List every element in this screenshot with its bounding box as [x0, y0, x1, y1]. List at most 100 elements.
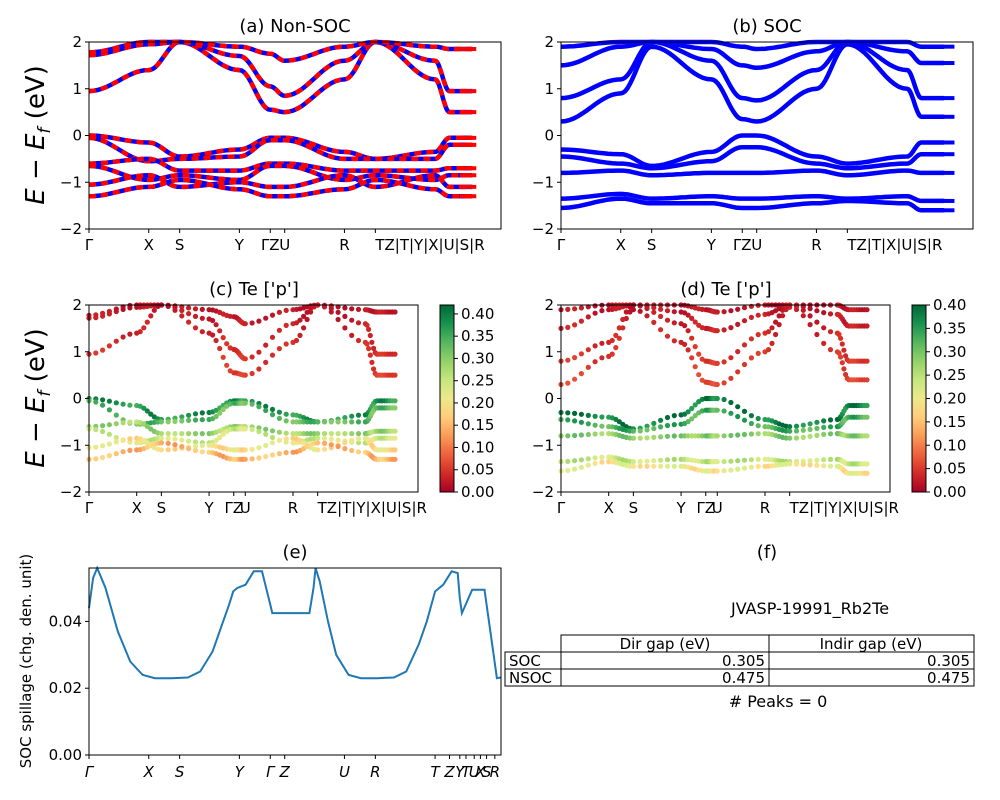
point-d-v5-82 [755, 463, 761, 470]
point-c-c1-10 [120, 334, 126, 340]
point-d-c2-44 [682, 323, 688, 329]
xtick-label-e-7: R [370, 763, 380, 781]
point-c-v5-10 [120, 437, 126, 443]
point-c-c3-8 [113, 306, 119, 312]
point-d-c4-80 [748, 303, 755, 309]
point-c-v5-28 [158, 447, 164, 453]
point-d-c1-36 [658, 327, 664, 333]
point-d-c3-4 [572, 322, 578, 328]
point-d-c1-76 [735, 369, 741, 375]
point-d-c2-76 [735, 349, 741, 355]
point-c-v6-8 [113, 451, 119, 457]
point-c-v6-36 [186, 446, 192, 452]
point-d-c2-50 [692, 344, 698, 350]
band-b-c2 [560, 39, 945, 103]
point-c-c3-78 [269, 312, 276, 318]
point-c-v5-140 [392, 447, 398, 453]
point-d-v3-110 [827, 431, 834, 437]
point-c-v2-48 [217, 410, 223, 416]
point-c-v4-48 [217, 434, 223, 441]
xtick-label-d-0: Γ [557, 499, 566, 517]
point-d-v5-104 [807, 462, 813, 468]
point-d-v1-34 [651, 420, 657, 426]
point-d-c2-8 [585, 347, 591, 353]
point-c-c2-48 [217, 328, 223, 334]
point-c-v6-4 [100, 454, 106, 461]
point-d-v3-30 [637, 435, 643, 441]
point-d-v4-106 [814, 457, 820, 463]
point-d-v1-48 [689, 405, 695, 412]
point-d-v2-48 [689, 416, 695, 422]
point-c-v2-28 [158, 419, 164, 425]
xtick-label-a-5: U [279, 236, 290, 254]
xtick-label-a-6: R [339, 236, 349, 254]
point-c-c1-70 [242, 372, 248, 378]
point-d-v5-72 [721, 468, 727, 474]
xtick-label-a-7: TZ|T|Y|X|U|S|R [374, 236, 484, 254]
point-c-c1-2 [93, 350, 99, 356]
point-d-c2-106 [814, 319, 820, 325]
point-c-c2-70 [242, 356, 248, 362]
point-c-c3-2 [93, 312, 99, 318]
point-d-v2-46 [685, 419, 691, 425]
point-d-v2-40 [671, 422, 677, 428]
point-c-v2-140 [392, 405, 398, 411]
point-d-c1-48 [689, 355, 695, 361]
table-row-nsoc-label: NSOC [509, 669, 552, 687]
point-d-v5-98 [787, 461, 793, 467]
point-c-c3-32 [172, 303, 178, 309]
point-c-c2-46 [213, 322, 219, 328]
point-c-v2-110 [355, 419, 362, 425]
xtick-label-b-7: TZ|T|X|U|S|R [846, 236, 942, 254]
point-d-v2-78 [741, 417, 748, 423]
point-d-v1-100 [793, 423, 800, 429]
point-d-v2-70 [714, 407, 720, 413]
point-d-v2-76 [735, 413, 741, 420]
point-c-c1-120 [369, 359, 375, 365]
point-c-c2-52 [224, 341, 230, 347]
point-c-c3-140 [392, 309, 398, 315]
point-d-c4-140 [864, 307, 870, 313]
xtick-label-e-3: Y [235, 763, 246, 781]
point-d-c3-36 [658, 306, 664, 312]
colorbar-tick-label-c-1: 0.05 [461, 461, 494, 479]
point-c-v1-22 [148, 411, 154, 417]
point-d-v5-108 [821, 463, 827, 469]
point-c-c1-36 [186, 319, 192, 325]
plot-data-layer [86, 39, 955, 680]
point-d-c1-18 [613, 345, 619, 351]
point-d-v3-82 [755, 431, 761, 437]
point-d-v2-28 [630, 428, 637, 434]
point-c-v1-34 [179, 414, 185, 420]
point-c-v2-80 [276, 415, 282, 421]
point-c-c2-106 [342, 313, 348, 319]
point-c-c1-40 [199, 329, 205, 335]
point-d-v4-72 [721, 458, 727, 465]
point-c-v6-6 [106, 453, 112, 459]
point-c-c2-40 [199, 315, 205, 321]
point-c-v1-38 [192, 411, 199, 417]
point-c-v2-6 [106, 407, 112, 413]
point-d-c1-52 [696, 372, 702, 378]
xtick-label-e-4: Γ [266, 763, 276, 781]
point-c-v3-78 [269, 428, 276, 434]
ytick-label-d-2: 0 [544, 390, 554, 408]
point-c-v5-30 [165, 447, 171, 453]
point-c-v4-100 [321, 435, 328, 442]
point-c-v4-140 [392, 435, 398, 441]
point-c-v6-38 [192, 447, 199, 454]
table-row-soc-indir: 0.305 [927, 652, 970, 670]
point-c-c2-118 [367, 332, 373, 339]
table-row-soc-dir: 0.305 [722, 652, 765, 670]
point-c-c1-4 [100, 347, 106, 353]
point-d-c3-110 [827, 311, 834, 317]
point-c-v2-98 [315, 419, 321, 425]
point-c-c3-10 [120, 304, 126, 310]
xtick-label-b-0: Γ [557, 236, 566, 254]
point-d-c2-12 [599, 340, 605, 346]
point-d-c4-2 [565, 306, 571, 312]
point-c-v3-108 [349, 431, 355, 437]
point-d-c1-20 [616, 335, 622, 341]
point-d-c1-102 [800, 313, 806, 319]
point-d-c3-76 [735, 321, 741, 327]
